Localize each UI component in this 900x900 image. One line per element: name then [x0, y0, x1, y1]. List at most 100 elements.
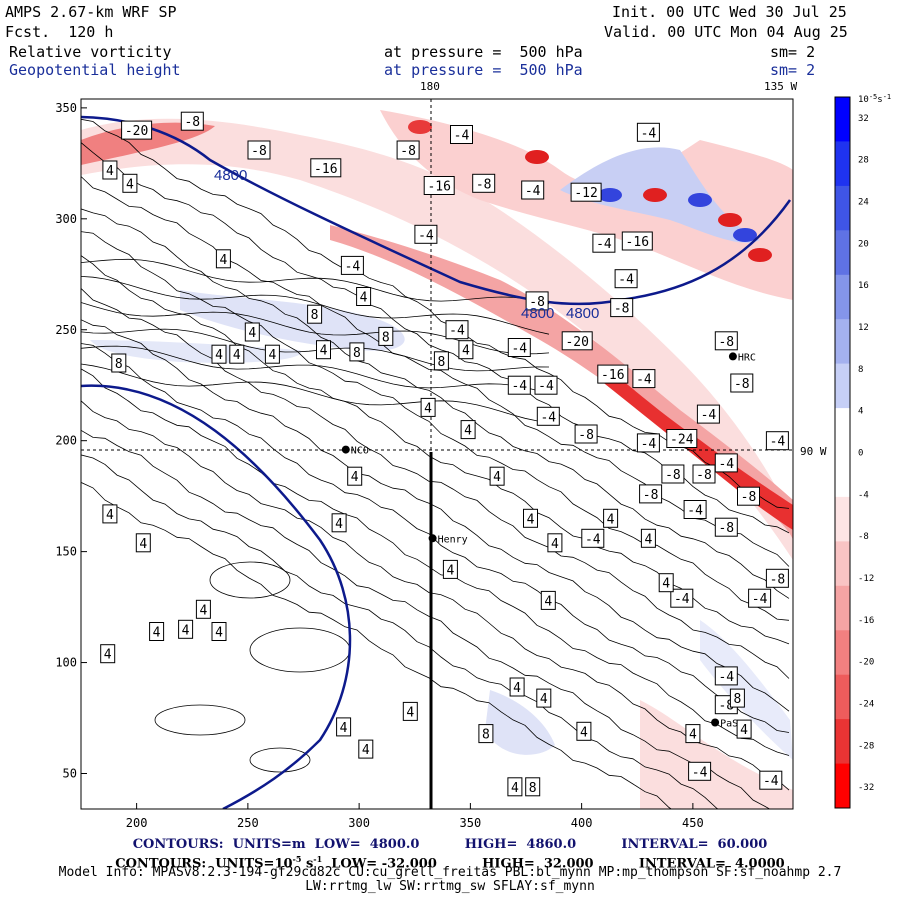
- vorticity-label-23: -4: [632, 369, 656, 389]
- vorticity-label-21: -8: [714, 331, 738, 351]
- colorbar-segment-12: [835, 630, 850, 676]
- vorticity-label-48: 4: [102, 160, 118, 180]
- vorticity-label-65: 4: [523, 508, 538, 528]
- svg-text:4: 4: [493, 470, 501, 485]
- vorticity-label-4: -8: [396, 140, 420, 160]
- vorticity-label-30: -4: [636, 433, 660, 453]
- vorticity-label-87: 8: [378, 326, 394, 346]
- vorticity-label-9: -12: [570, 182, 602, 202]
- colorbar-frame: [834, 96, 851, 809]
- x-tick-250: 250: [237, 803, 259, 830]
- svg-text:4: 4: [233, 348, 241, 363]
- contour-line-11: [81, 429, 771, 809]
- svg-text:200: 200: [55, 434, 77, 448]
- colorbar-segment-8: [835, 452, 850, 498]
- vorticity-label-7: -8: [472, 173, 496, 193]
- svg-text:4: 4: [153, 626, 161, 641]
- valid-time: Valid. 00 UTC Mon 04 Aug 25: [604, 23, 848, 41]
- svg-text:-4: -4: [418, 228, 434, 243]
- contour-line-10: [81, 400, 790, 791]
- svg-text:250: 250: [55, 323, 77, 337]
- vorticity-label-39: -8: [714, 517, 738, 537]
- svg-text:350: 350: [460, 816, 482, 830]
- colorbar-label-14: -24: [858, 699, 874, 709]
- vorticity-label-92: 8: [525, 777, 541, 797]
- vorticity-label-25: -4: [507, 375, 531, 395]
- svg-text:250: 250: [237, 816, 259, 830]
- svg-text:300: 300: [348, 816, 370, 830]
- svg-text:4: 4: [424, 401, 432, 416]
- svg-text:4: 4: [544, 594, 552, 609]
- vorticity-label-37: -8: [639, 484, 663, 504]
- vorticity-label-86: 8: [307, 304, 323, 324]
- vorticity-label-26: -4: [534, 375, 558, 395]
- svg-text:-8: -8: [718, 521, 734, 536]
- vorticity-label-38: -4: [683, 500, 707, 519]
- vorticity-label-22: -16: [597, 364, 629, 384]
- contour-loop-0: [209, 561, 291, 599]
- vorticity-label-49: 4: [122, 173, 138, 193]
- contour-loop-2: [154, 704, 246, 736]
- svg-text:-4: -4: [525, 184, 541, 199]
- vorticity-label-44: -4: [714, 666, 738, 686]
- colorbar-label-0: 32: [858, 114, 869, 124]
- colorbar-segment-3: [835, 230, 850, 276]
- svg-text:4: 4: [551, 537, 559, 552]
- vorticity-spot-2: [688, 193, 712, 207]
- vorticity-label-89: 8: [111, 353, 127, 373]
- vorticity-label-91: 8: [478, 724, 494, 744]
- vorticity-label-73: 4: [149, 622, 165, 641]
- svg-text:PaS: PaS: [720, 719, 738, 730]
- svg-text:-4: -4: [449, 324, 465, 339]
- contour-loop-3: [249, 747, 311, 773]
- forecast-hour: Fcst. 120 h: [5, 23, 114, 41]
- svg-text:4: 4: [106, 508, 114, 523]
- svg-text:8: 8: [529, 781, 537, 796]
- svg-text:HRC: HRC: [738, 352, 756, 363]
- vorticity-label-46: -4: [688, 761, 712, 781]
- svg-text:4: 4: [446, 563, 454, 578]
- svg-text:4: 4: [644, 532, 652, 547]
- svg-text:8: 8: [311, 308, 319, 323]
- vorticity-label-51: 4: [356, 287, 372, 306]
- y-tick-150: 150: [55, 545, 87, 559]
- vorticity-band-weak: [81, 118, 793, 561]
- height-contour-north: [81, 115, 792, 306]
- svg-text:-4: -4: [511, 342, 527, 357]
- height-label-1: 4800: [214, 167, 247, 184]
- svg-text:-4: -4: [511, 379, 527, 394]
- svg-text:4: 4: [219, 253, 227, 268]
- vorticity-band-nw: [81, 122, 215, 165]
- svg-text:-8: -8: [184, 115, 200, 130]
- svg-text:50: 50: [63, 767, 77, 781]
- vorticity-label-42: -4: [670, 588, 694, 608]
- colorbar-segment-6: [835, 363, 850, 409]
- svg-text:-4: -4: [674, 592, 690, 607]
- svg-text:4: 4: [689, 728, 697, 743]
- svg-text:8: 8: [382, 330, 390, 345]
- colorbar-label-12: -16: [858, 616, 874, 626]
- svg-text:-24: -24: [670, 433, 694, 448]
- contour-line-12: [81, 454, 720, 809]
- vorticity-label-34: -8: [661, 464, 685, 484]
- vorticity-label-53: 4: [211, 344, 227, 364]
- vorticity-label-66: 4: [547, 533, 563, 553]
- vorticity-spot-1: [643, 188, 667, 202]
- colorbar-segment-11: [835, 585, 850, 631]
- vorticity-label-2: -8: [247, 140, 271, 160]
- x-tick-300: 300: [348, 803, 370, 830]
- vorticity-label-14: -4: [614, 269, 638, 289]
- vorticity-label-32: -4: [714, 453, 738, 473]
- y-tick-200: 200: [55, 434, 87, 448]
- svg-text:-4: -4: [692, 765, 708, 780]
- vorticity-spot-5: [748, 248, 772, 262]
- colorbar-label-2: 24: [858, 198, 869, 208]
- vorticity-label-79: 4: [402, 701, 418, 721]
- svg-text:4: 4: [340, 721, 348, 736]
- colorbar-segment-4: [835, 274, 850, 320]
- svg-text:-20: -20: [125, 124, 148, 139]
- vorticity-label-41: -8: [765, 568, 789, 588]
- svg-text:-8: -8: [529, 295, 545, 310]
- svg-text:-8: -8: [665, 468, 681, 483]
- y-tick-250: 250: [55, 323, 87, 337]
